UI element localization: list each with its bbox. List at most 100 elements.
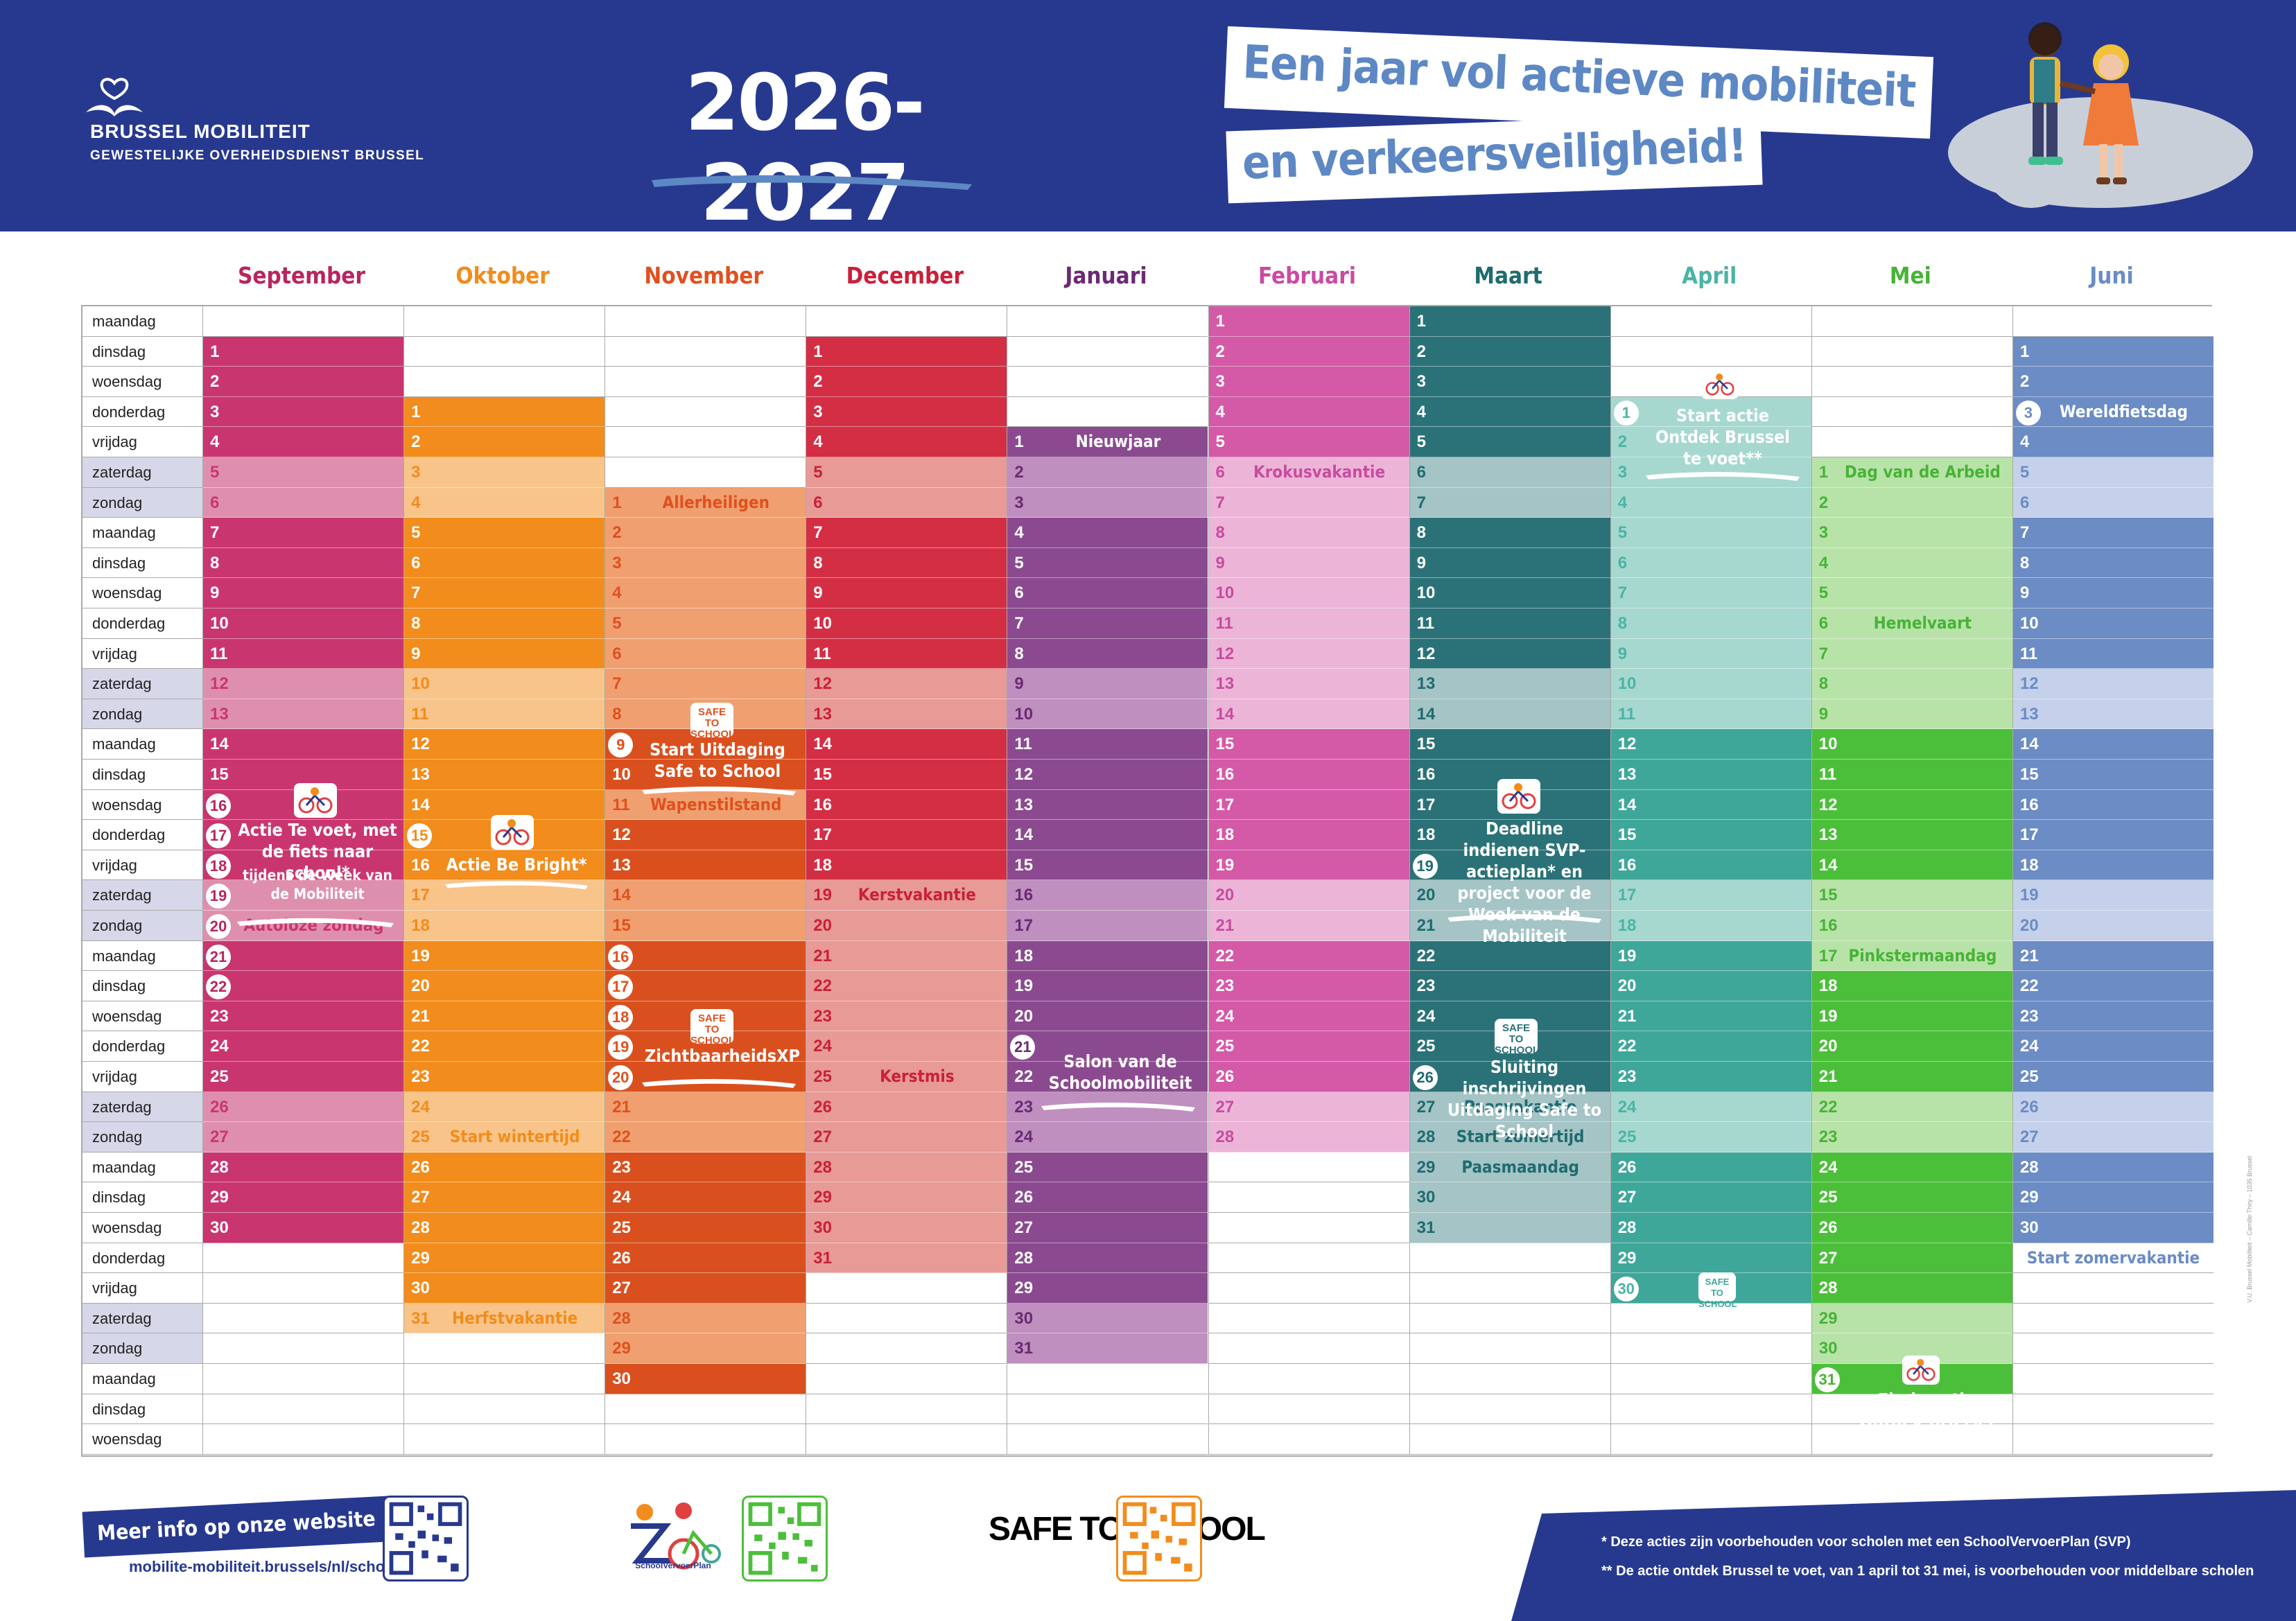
day-number: 9 [1617, 644, 1628, 663]
schoolvervoerplan-caption: SchoolVervoerPlan [635, 1561, 711, 1570]
weekday-label: zondag [82, 1333, 202, 1364]
day-cell: 9 [1811, 699, 2012, 730]
day-cell: 25 [1610, 1122, 1811, 1153]
day-number: 18 [1215, 825, 1235, 845]
day-cell: 5 [1610, 518, 1811, 548]
org-name: BRUSSEL MOBILITEIT [90, 121, 311, 142]
empty-day-cell [1007, 1364, 1208, 1394]
day-number: 21 [1215, 916, 1235, 935]
holiday-label: Pinkstermaandag [1848, 945, 1997, 965]
day-number: 1 [612, 493, 622, 512]
empty-day-cell [806, 306, 1007, 337]
day-cell: 16 [403, 850, 605, 881]
day-cell: 22 [1409, 940, 1610, 972]
day-cell: 5 [1208, 427, 1409, 457]
day-cell: 2 [605, 518, 806, 548]
day-cell: 24 [1208, 1001, 1409, 1032]
day-number: 27 [210, 1128, 229, 1147]
day-cell: 17 [2012, 820, 2214, 850]
day-cell: 7 [806, 518, 1007, 548]
day-number: 17 [608, 974, 634, 1000]
day-cell: 9 [1409, 547, 1610, 579]
day-number: 26 [210, 1097, 229, 1116]
day-number: 2 [210, 372, 220, 392]
empty-day-cell: Start zomervakantie [2012, 1243, 2214, 1274]
day-cell: 12 [605, 820, 806, 850]
website-link[interactable]: mobilite-mobiliteit.brussels/nl/school [129, 1558, 399, 1575]
day-number: 12 [813, 674, 832, 694]
day-cell: 24 [403, 1092, 605, 1123]
day-number: 30 [1818, 1339, 1838, 1358]
day-number: 2 [612, 523, 622, 543]
day-number: 1 [1818, 463, 1829, 482]
day-cell: 4 [806, 427, 1007, 457]
empty-day-cell [605, 306, 806, 337]
empty-day-cell [1409, 1364, 1610, 1394]
day-number: 2 [813, 372, 823, 392]
day-cell: 29 Paasmaandag [1409, 1152, 1610, 1183]
holiday-label: Dag van de Arbeid [1844, 462, 2001, 482]
day-number: 23 [1416, 976, 1436, 996]
day-cell: 18 [202, 850, 404, 881]
day-number: 21 [1818, 1067, 1838, 1086]
weekday-label: zondag [82, 487, 202, 518]
qr-code-website[interactable] [383, 1496, 469, 1581]
day-number: 28 [1617, 1218, 1637, 1237]
day-number: 1 [2019, 342, 2030, 361]
day-cell: 25 [605, 1213, 806, 1243]
svp-badge-icon [1497, 779, 1540, 814]
day-cell: 4 [1007, 518, 1208, 548]
weekday-label: zaterdag [82, 669, 202, 699]
day-cell: 2 [1007, 457, 1208, 488]
brussel-mobiliteit-logo[interactable]: BRUSSEL MOBILITEIT GEWESTELIJKE OVERHEID… [83, 78, 424, 163]
day-number: 28 [813, 1157, 832, 1177]
empty-day-cell [806, 1273, 1007, 1304]
day-cell: 31 [1409, 1213, 1610, 1243]
empty-day-cell [2012, 1303, 2214, 1334]
day-cell: 22 [2012, 971, 2214, 1001]
day-number: 3 [1818, 523, 1829, 543]
empty-day-cell [403, 336, 605, 367]
empty-day-cell [1610, 1364, 1811, 1394]
day-number: 24 [1617, 1097, 1637, 1116]
day-number: 14 [411, 795, 430, 814]
day-number: 7 [813, 523, 823, 543]
day-cell: 22 [1811, 1092, 2012, 1123]
qr-code-safe-to-school[interactable] [1116, 1496, 1202, 1581]
holiday-label: Start zomertijd [1456, 1127, 1585, 1147]
empty-day-cell [1409, 1243, 1610, 1274]
day-number: 25 [612, 1218, 631, 1237]
day-cell: 11 [2012, 638, 2214, 669]
weekday-label: zaterdag [82, 1303, 202, 1334]
event-einde-ontdek-brussel: Einde actie Ontdek Brussel te voet** [1859, 1390, 1994, 1453]
day-number: 28 [612, 1308, 631, 1328]
event-start-uitdaging: Start Uitdaging Safe to School [650, 739, 785, 781]
day-cell: 2 [806, 367, 1007, 397]
day-cell: 24 [806, 1031, 1007, 1062]
day-cell: 30 [806, 1213, 1007, 1243]
day-number: 11 [411, 704, 429, 724]
footnotes-panel [1511, 1490, 2296, 1621]
day-cell: 28 [1007, 1243, 1208, 1274]
qr-code-schoolvervoerplan[interactable] [742, 1496, 828, 1581]
day-cell: 17 [1208, 789, 1409, 821]
day-number: 25 [1416, 1037, 1436, 1056]
empty-day-cell [202, 1333, 404, 1364]
empty-day-cell [1208, 1243, 1409, 1274]
event-einde-uitdaging: Einde Uitdaging Safe to School [1652, 1311, 1793, 1352]
empty-day-cell [1409, 1424, 1610, 1455]
empty-day-cell [1007, 1424, 1208, 1455]
day-cell: 3 [202, 396, 404, 428]
day-cell: 4 [1811, 547, 2012, 579]
weekday-label: dinsdag [82, 1182, 202, 1213]
day-cell: 3 [1208, 367, 1409, 397]
day-number: 19 [813, 886, 832, 905]
day-number: 20 [206, 914, 231, 939]
day-number: 9 [1215, 553, 1225, 572]
weekday-label: zondag [82, 911, 202, 941]
day-cell: 20 [403, 971, 605, 1001]
day-cell: 13 [1007, 789, 1208, 821]
brush-stroke-decoration [1447, 913, 1602, 923]
day-cell: 6 [1610, 547, 1811, 579]
day-number: 8 [210, 553, 220, 572]
